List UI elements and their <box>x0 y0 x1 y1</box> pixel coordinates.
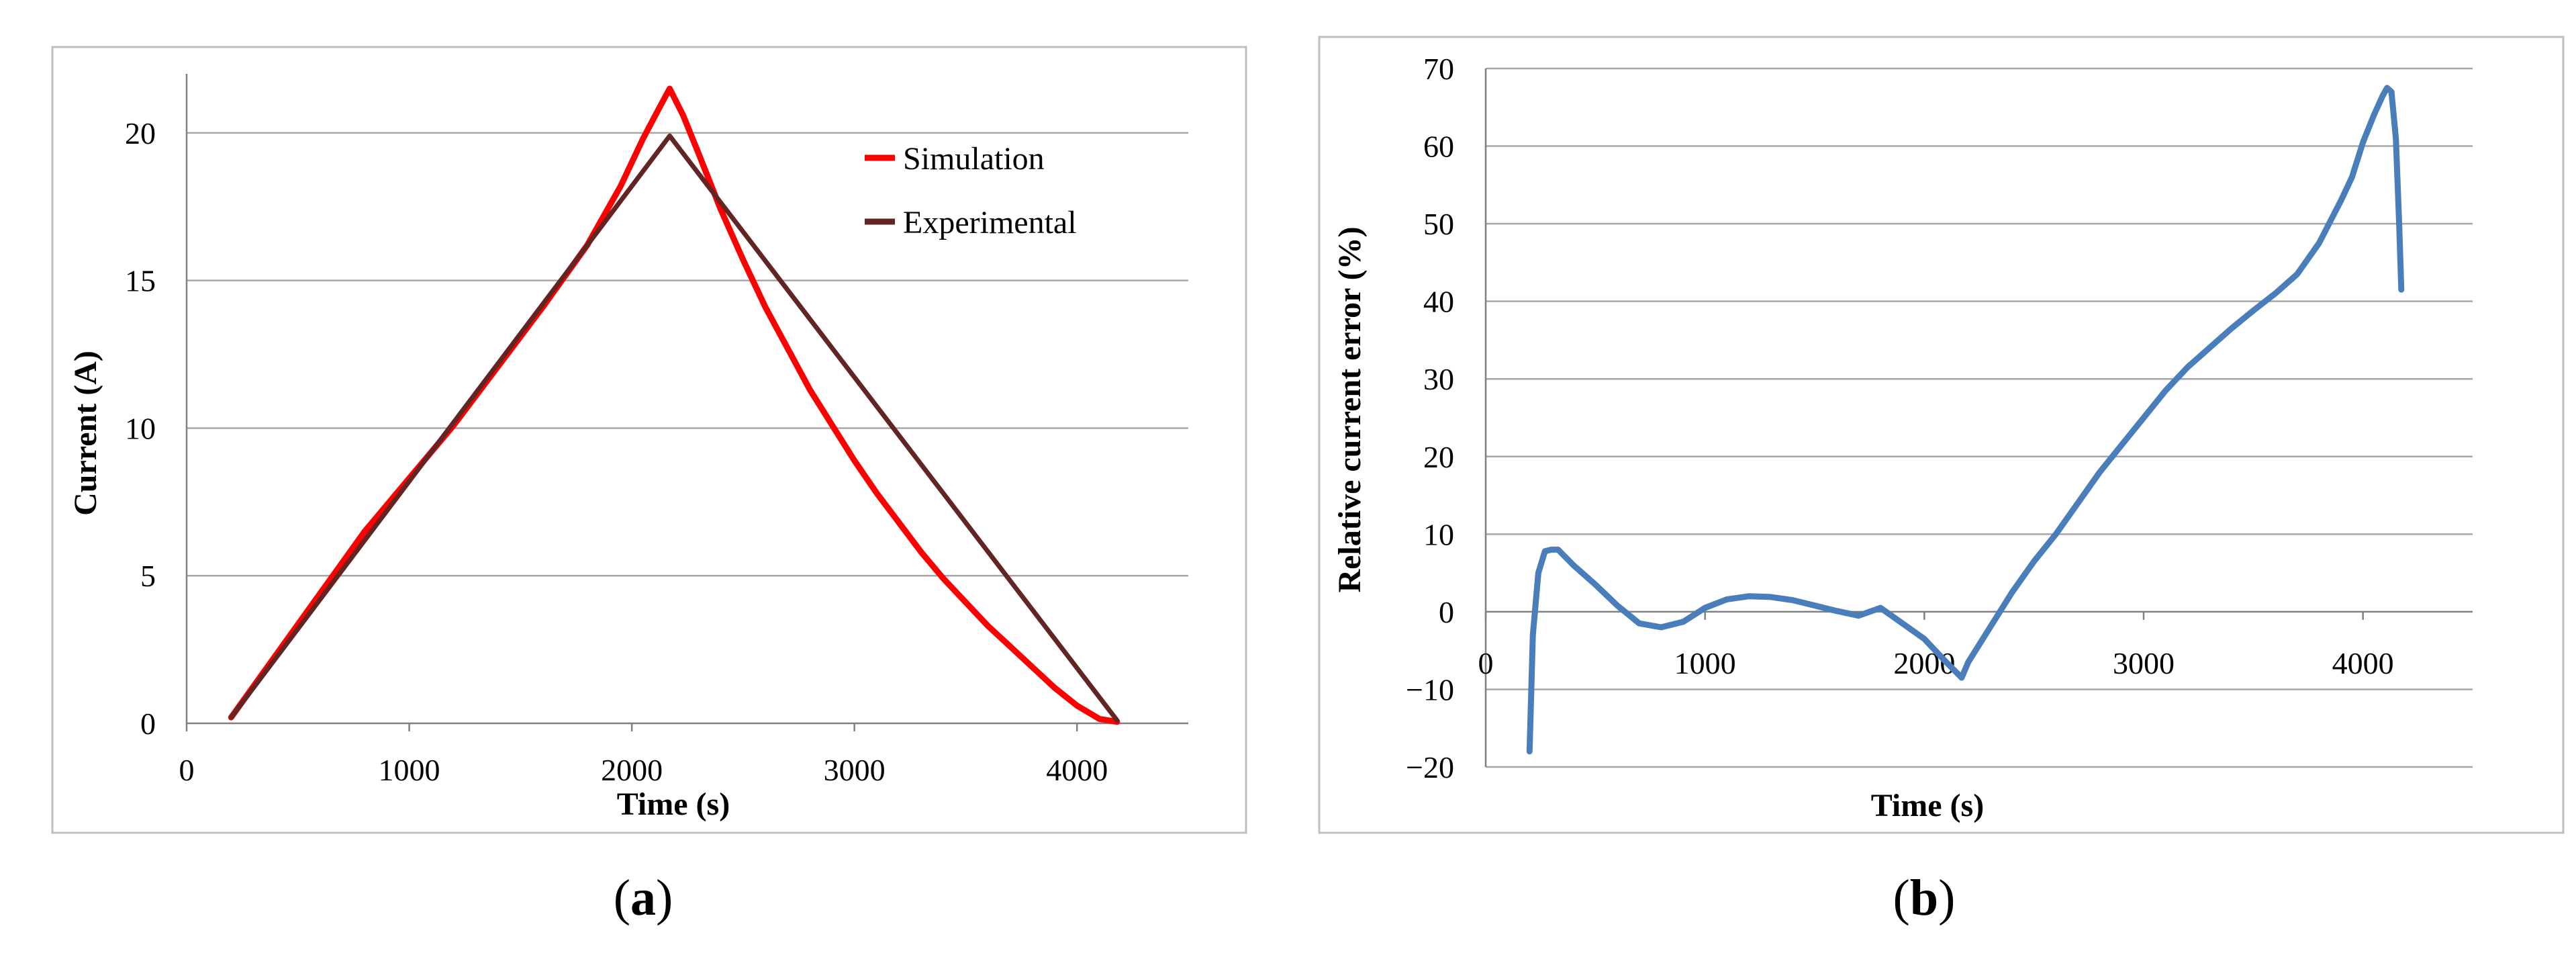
x-tick-label-2000: 2000 <box>601 753 663 787</box>
panel-a-x-axis-label: Time (s) <box>617 786 730 822</box>
panel-b-caption: (b) <box>1893 870 1956 926</box>
series-line-experimental <box>228 133 1120 723</box>
panel-a-y-axis-label: Current (A) <box>68 351 103 516</box>
x-tick-label-1000: 1000 <box>1674 646 1736 680</box>
x-tick-label-3000: 3000 <box>2113 646 2175 680</box>
panel-a: 0 5 10 15 20 0 1000 2000 3000 4000 Time (s) Curre… <box>51 46 1247 926</box>
panel-b-gridlines <box>1484 67 2473 768</box>
panel-a-caption: (a) <box>614 870 673 926</box>
y-tick-label-0: 0 <box>1439 595 1454 629</box>
panel-b-frame <box>1318 36 2565 834</box>
x-tick-label-4000: 4000 <box>2332 646 2394 680</box>
x-tick-label-0: 0 <box>1478 646 1494 680</box>
panel-a-tick-labels: 0 5 10 15 20 0 1000 2000 3000 4000 <box>125 116 1108 787</box>
y-tick-label--10: −10 <box>1406 672 1454 707</box>
panel-a-legend: Simulation Experimental <box>865 141 1077 240</box>
y-tick-label-0: 0 <box>140 707 156 741</box>
series-line-simulation <box>228 85 1120 725</box>
panel-b-y-axis-label: Relative current error (%) <box>1332 226 1368 592</box>
panel-b-caption-letter: b <box>1910 870 1938 926</box>
panel-a-caption-letter: a <box>630 870 656 926</box>
y-tick-label-60: 60 <box>1423 130 1454 164</box>
y-tick-label-40: 40 <box>1423 285 1454 319</box>
y-tick-label-30: 30 <box>1423 362 1454 396</box>
y-tick-label-50: 50 <box>1423 207 1454 241</box>
series-line-relative-current-error <box>1526 85 2405 755</box>
y-tick-label-15: 15 <box>125 264 156 298</box>
y-tick-label-20: 20 <box>1423 440 1454 474</box>
y-tick-label-5: 5 <box>140 559 156 593</box>
panel-a-series <box>228 85 1120 725</box>
panel-b-x-axis-label: Time (s) <box>1871 788 1984 823</box>
legend-experimental-label: Experimental <box>903 205 1077 240</box>
x-tick-label-4000: 4000 <box>1046 753 1108 787</box>
x-tick-label-3000: 3000 <box>824 753 886 787</box>
y-tick-label-10: 10 <box>125 411 156 445</box>
panel-b-series <box>1526 85 2405 755</box>
y-tick-label-10: 10 <box>1423 517 1454 551</box>
y-tick-label-70: 70 <box>1423 52 1454 86</box>
y-tick-label-20: 20 <box>125 116 156 150</box>
y-tick-label--20: −20 <box>1406 750 1454 784</box>
x-tick-label-0: 0 <box>179 753 195 787</box>
panel-a-frame <box>51 46 1247 834</box>
legend-simulation-label: Simulation <box>903 141 1045 177</box>
x-tick-label-1000: 1000 <box>379 753 440 787</box>
panel-a-gridlines <box>185 74 1188 731</box>
